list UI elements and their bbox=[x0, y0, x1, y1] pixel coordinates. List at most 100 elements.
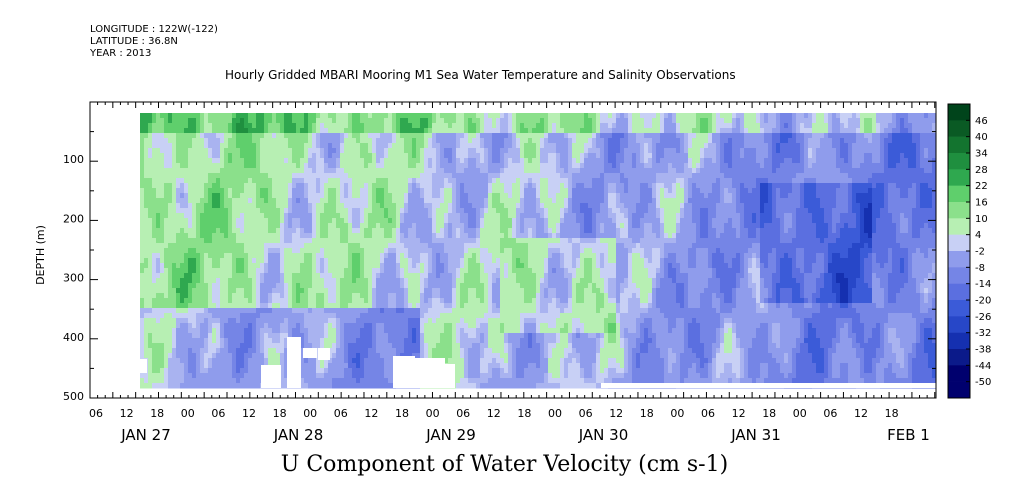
heatmap-cell bbox=[484, 318, 489, 324]
heatmap-cell bbox=[448, 153, 453, 159]
heatmap-cell bbox=[236, 368, 241, 374]
heatmap-cell bbox=[312, 263, 317, 269]
heatmap-cell bbox=[296, 263, 301, 269]
heatmap-cell bbox=[232, 178, 237, 184]
heatmap-cell bbox=[320, 228, 325, 234]
heatmap-cell bbox=[264, 313, 269, 319]
heatmap-cell bbox=[396, 118, 401, 124]
heatmap-cell bbox=[388, 343, 393, 349]
heatmap-cell bbox=[368, 248, 373, 254]
heatmap-cell bbox=[192, 288, 197, 294]
heatmap-cell bbox=[216, 328, 221, 334]
heatmap-cell bbox=[160, 308, 165, 314]
heatmap-cell bbox=[368, 273, 373, 279]
heatmap-cell bbox=[372, 158, 377, 164]
heatmap-cell bbox=[424, 183, 429, 189]
heatmap-cell bbox=[368, 218, 373, 224]
heatmap-cell bbox=[412, 248, 417, 254]
heatmap-cell bbox=[388, 243, 393, 249]
heatmap-cell bbox=[476, 343, 481, 349]
heatmap-cell bbox=[436, 163, 441, 169]
heatmap-cell bbox=[448, 338, 453, 344]
heatmap-cell bbox=[352, 243, 357, 249]
heatmap-cell bbox=[472, 173, 477, 179]
heatmap-cell bbox=[260, 133, 265, 139]
heatmap-cell bbox=[404, 133, 409, 139]
heatmap-cell bbox=[140, 253, 145, 259]
heatmap-cell bbox=[500, 213, 505, 219]
heatmap-cell bbox=[240, 343, 245, 349]
heatmap-cell bbox=[400, 273, 405, 279]
heatmap-cell bbox=[224, 203, 229, 209]
heatmap-cell bbox=[376, 268, 381, 274]
heatmap-cell bbox=[176, 238, 181, 244]
heatmap-cell bbox=[320, 368, 325, 374]
heatmap-cell bbox=[228, 308, 233, 314]
heatmap-cell bbox=[312, 323, 317, 329]
heatmap-cell bbox=[480, 218, 485, 224]
heatmap-cell bbox=[480, 308, 485, 314]
heatmap-cell bbox=[168, 343, 173, 349]
heatmap-cell bbox=[220, 278, 225, 284]
heatmap-cell bbox=[368, 193, 373, 199]
heatmap-cell bbox=[248, 133, 253, 139]
heatmap-cell bbox=[212, 183, 217, 189]
heatmap-cell bbox=[444, 218, 449, 224]
heatmap-cell bbox=[336, 348, 341, 354]
heatmap-cell bbox=[364, 173, 369, 179]
heatmap-cell bbox=[200, 213, 205, 219]
heatmap-cell bbox=[248, 383, 253, 389]
heatmap-cell bbox=[308, 198, 313, 204]
heatmap-cell bbox=[248, 273, 253, 279]
heatmap-cell bbox=[492, 383, 497, 389]
heatmap-cell bbox=[408, 198, 413, 204]
heatmap-cell bbox=[404, 248, 409, 254]
heatmap-cell bbox=[496, 323, 501, 329]
heatmap-cell bbox=[212, 178, 217, 184]
heatmap-cell bbox=[260, 228, 265, 234]
heatmap-cell bbox=[176, 308, 181, 314]
heatmap-cell bbox=[392, 203, 397, 209]
heatmap-cell bbox=[332, 238, 337, 244]
heatmap-cell bbox=[152, 163, 157, 169]
heatmap-cell bbox=[316, 248, 321, 254]
heatmap-cell bbox=[300, 318, 305, 324]
heatmap-cell bbox=[196, 283, 201, 289]
heatmap-cell bbox=[280, 348, 285, 354]
heatmap-cell bbox=[288, 323, 293, 329]
heatmap-cell bbox=[264, 323, 269, 329]
heatmap-cell bbox=[220, 383, 225, 389]
heatmap-cell bbox=[360, 183, 365, 189]
heatmap-cell bbox=[232, 218, 237, 224]
heatmap-cell bbox=[176, 248, 181, 254]
heatmap-cell bbox=[452, 243, 457, 249]
heatmap-cell bbox=[484, 373, 489, 379]
heatmap-cell bbox=[228, 238, 233, 244]
heatmap-cell bbox=[448, 323, 453, 329]
heatmap-cell bbox=[220, 273, 225, 279]
heatmap-cell bbox=[252, 268, 257, 274]
heatmap-cell bbox=[336, 363, 341, 369]
heatmap-cell bbox=[144, 213, 149, 219]
heatmap-cell bbox=[328, 173, 333, 179]
heatmap-cell bbox=[328, 228, 333, 234]
heatmap-cell bbox=[296, 238, 301, 244]
heatmap-cell bbox=[336, 208, 341, 214]
heatmap-cell bbox=[144, 278, 149, 284]
heatmap-cell bbox=[308, 313, 313, 319]
heatmap-cell bbox=[392, 323, 397, 329]
heatmap-cell bbox=[432, 123, 437, 129]
heatmap-cell bbox=[168, 113, 173, 119]
heatmap-cell bbox=[324, 243, 329, 249]
heatmap-cell bbox=[380, 158, 385, 164]
heatmap-cell bbox=[300, 183, 305, 189]
heatmap-cell bbox=[244, 338, 249, 344]
heatmap-cell bbox=[396, 128, 401, 134]
heatmap-cell bbox=[340, 368, 345, 374]
heatmap-cell bbox=[192, 203, 197, 209]
heatmap-cell bbox=[372, 268, 377, 274]
heatmap-cell bbox=[340, 268, 345, 274]
heatmap-cell bbox=[456, 178, 461, 184]
heatmap-cell bbox=[276, 268, 281, 274]
heatmap-cell bbox=[248, 288, 253, 294]
